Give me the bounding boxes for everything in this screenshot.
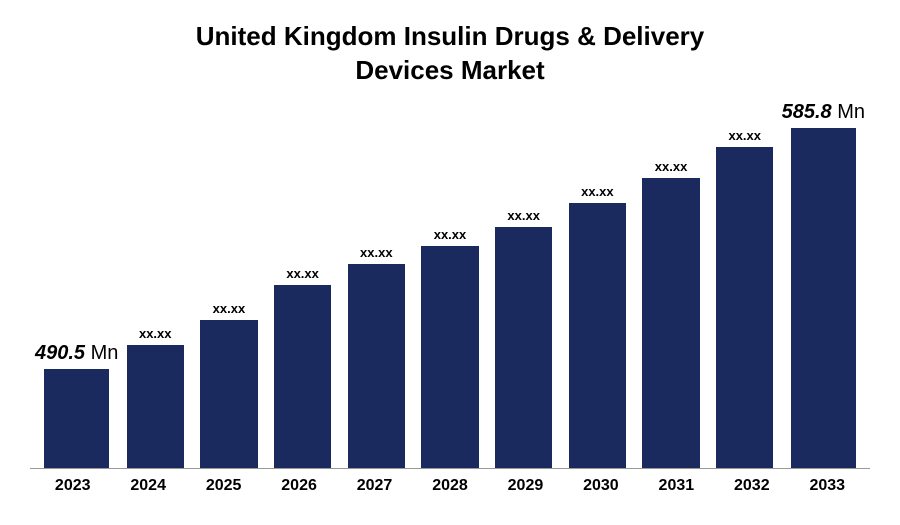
x-axis-labels: 2023202420252026202720282029203020312032…	[30, 477, 870, 495]
bar-value-label: 585.8 Mn	[782, 101, 865, 124]
bar-value-label: xx.xx	[581, 184, 614, 199]
bar-group: xx.xx	[266, 98, 340, 468]
x-axis-label: 2029	[488, 477, 563, 495]
bar	[569, 203, 626, 468]
bar	[642, 178, 699, 468]
title-line-2: Devices Market	[355, 55, 544, 85]
bar-value-label: xx.xx	[213, 301, 246, 316]
bar	[44, 369, 109, 468]
bar	[421, 246, 478, 468]
bar	[274, 285, 331, 468]
bar-value-label: xx.xx	[655, 159, 688, 174]
bar-value-text: xx.xx	[581, 184, 614, 199]
bar-group: xx.xx	[487, 98, 561, 468]
bar	[348, 264, 405, 468]
bar-value-label: xx.xx	[728, 128, 761, 143]
bar-group: 585.8 Mn	[782, 98, 865, 468]
chart-container: United Kingdom Insulin Drugs & Delivery …	[0, 0, 900, 525]
bar-group: xx.xx	[634, 98, 708, 468]
bar-value-label: xx.xx	[139, 326, 172, 341]
x-axis-label: 2025	[186, 477, 261, 495]
bar-group: xx.xx	[118, 98, 192, 468]
bar-value-text: 585.8	[782, 101, 832, 123]
bar-value-text: xx.xx	[728, 128, 761, 143]
x-axis-label: 2024	[110, 477, 185, 495]
chart-title: United Kingdom Insulin Drugs & Delivery …	[30, 20, 870, 88]
x-axis-label: 2032	[714, 477, 789, 495]
bar-group: 490.5 Mn	[35, 98, 118, 468]
bar-value-unit: Mn	[832, 101, 865, 123]
bar-value-text: xx.xx	[139, 326, 172, 341]
bar-group: xx.xx	[708, 98, 782, 468]
x-axis-label: 2030	[563, 477, 638, 495]
bar-value-text: xx.xx	[507, 208, 540, 223]
bar-group: xx.xx	[561, 98, 635, 468]
bar	[716, 147, 773, 468]
x-axis-label: 2023	[35, 477, 110, 495]
bar-value-label: xx.xx	[507, 208, 540, 223]
bar-value-label: 490.5 Mn	[35, 342, 118, 365]
bar	[200, 320, 257, 468]
bar-value-unit: Mn	[85, 342, 118, 364]
bar	[495, 227, 552, 468]
bar-value-text: xx.xx	[655, 159, 688, 174]
bar-group: xx.xx	[413, 98, 487, 468]
plot-area: 490.5 Mn xx.xx xx.xx xx.xx xx.xx xx.xx xx.xx xx…	[30, 98, 870, 469]
bar-value-text: xx.xx	[213, 301, 246, 316]
x-axis-label: 2033	[790, 477, 865, 495]
bar-value-label: xx.xx	[434, 227, 467, 242]
x-axis-label: 2026	[261, 477, 336, 495]
bar-group: xx.xx	[192, 98, 266, 468]
x-axis-label: 2027	[337, 477, 412, 495]
bar-value-text: xx.xx	[434, 227, 467, 242]
bar-value-text: 490.5	[35, 342, 85, 364]
x-axis-label: 2031	[639, 477, 714, 495]
x-axis-label: 2028	[412, 477, 487, 495]
bar-value-label: xx.xx	[286, 266, 319, 281]
bar-value-label: xx.xx	[360, 245, 393, 260]
title-line-1: United Kingdom Insulin Drugs & Delivery	[196, 21, 705, 51]
bar	[127, 345, 184, 468]
bar-value-text: xx.xx	[360, 245, 393, 260]
bar	[791, 128, 856, 468]
bar-value-text: xx.xx	[286, 266, 319, 281]
bar-group: xx.xx	[339, 98, 413, 468]
